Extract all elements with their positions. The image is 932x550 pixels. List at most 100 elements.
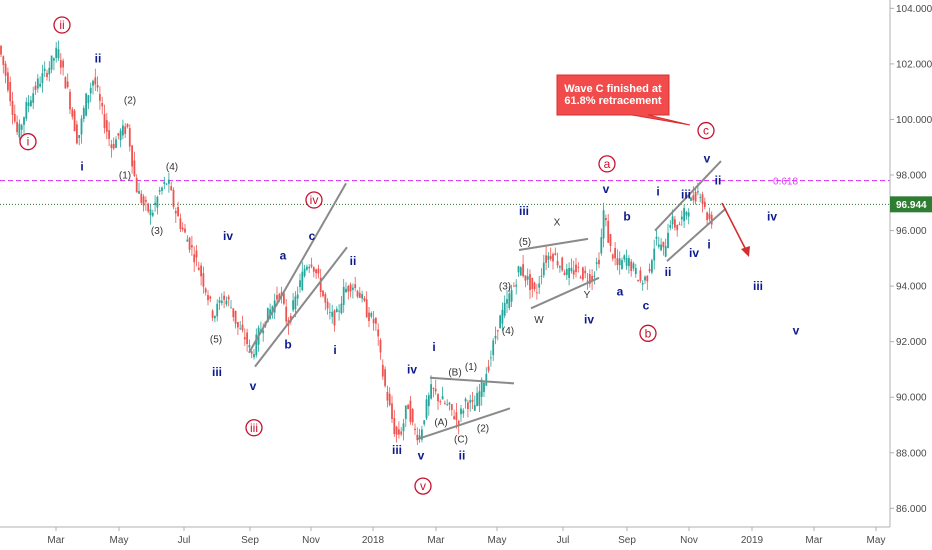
candle [483, 381, 485, 398]
candle-body [660, 244, 662, 251]
candle-body [630, 261, 633, 272]
candle [195, 245, 198, 267]
candle-body [310, 264, 313, 267]
candle [409, 396, 412, 425]
candle-body [326, 301, 329, 309]
candle-body [20, 125, 23, 130]
candle-body [34, 85, 37, 91]
candle [641, 280, 644, 291]
candle [308, 264, 311, 273]
candle-body [30, 100, 32, 107]
candle [179, 213, 182, 232]
candle-body [197, 267, 200, 270]
candle-body [39, 83, 41, 87]
candle [20, 123, 23, 138]
candle [644, 275, 646, 284]
candle [234, 310, 237, 329]
candle-body [368, 312, 370, 322]
wave-label: ii [459, 449, 466, 463]
candle-body [432, 387, 435, 389]
candle [135, 174, 138, 193]
wave-label: v [603, 182, 610, 196]
candle-body [697, 191, 699, 193]
candle-body [230, 307, 232, 309]
wave-label: v [793, 324, 800, 338]
candle [4, 60, 7, 84]
candle [653, 239, 656, 270]
candle-body [701, 194, 704, 204]
candle-body [439, 401, 442, 403]
candle-body [299, 280, 301, 288]
candle-body [66, 81, 69, 88]
y-tick-label: 94.000 [896, 282, 927, 293]
x-tick-label: Nov [302, 535, 320, 546]
candle-body [487, 366, 490, 371]
wave-circle [414, 477, 432, 495]
candle [124, 123, 127, 139]
candle-body [43, 68, 46, 71]
candle [501, 302, 504, 331]
candle [66, 73, 69, 89]
candle [384, 366, 386, 388]
candle [50, 55, 53, 74]
candle [174, 207, 177, 223]
candle [122, 119, 124, 140]
candle [255, 328, 258, 358]
candle-body [87, 95, 90, 104]
wave-circle [697, 121, 715, 140]
candle-body [138, 190, 140, 194]
candle [306, 264, 308, 272]
candle [225, 296, 228, 307]
candle-body [124, 126, 127, 134]
candle-body [499, 315, 501, 329]
wave-label: i [656, 185, 659, 199]
wave-label: v [250, 379, 257, 393]
candle-body [644, 276, 646, 281]
candle [2, 55, 5, 74]
wave-label-text: a [604, 157, 611, 171]
candle [89, 82, 92, 103]
candle [352, 283, 354, 299]
candle [145, 196, 147, 211]
candle-body [674, 219, 676, 228]
candle-body [76, 124, 78, 144]
candle-body [598, 259, 600, 265]
candle [526, 268, 529, 286]
candle-body [296, 294, 299, 299]
candle [241, 315, 244, 333]
candle [349, 282, 352, 298]
candle-body [607, 220, 610, 243]
candle [538, 275, 541, 295]
candle [476, 386, 478, 407]
candle [496, 329, 499, 341]
candle-body [308, 266, 311, 269]
wave-label: i [432, 340, 435, 354]
candle [250, 350, 253, 359]
wave-label-minor: (4) [502, 326, 514, 337]
fib-level-label: 0.618 [773, 177, 798, 188]
candle-body [184, 228, 186, 233]
candle-body [462, 410, 465, 414]
candle [112, 137, 115, 151]
candle [23, 116, 25, 134]
candle-body [216, 303, 219, 317]
candle [473, 395, 476, 411]
candle [147, 202, 150, 214]
candle [611, 253, 614, 262]
candle [324, 292, 327, 311]
candle [292, 292, 294, 313]
candle [595, 257, 598, 271]
candle [674, 215, 676, 231]
candle-body [639, 270, 642, 281]
candle-body [526, 276, 529, 280]
candle [230, 300, 232, 309]
candle-body [250, 351, 253, 354]
candle [165, 182, 168, 186]
candle [386, 385, 389, 408]
candle-body [483, 382, 485, 393]
candle-body [53, 58, 55, 61]
candle [331, 304, 334, 324]
candle [223, 291, 225, 309]
candle-body [515, 284, 518, 287]
